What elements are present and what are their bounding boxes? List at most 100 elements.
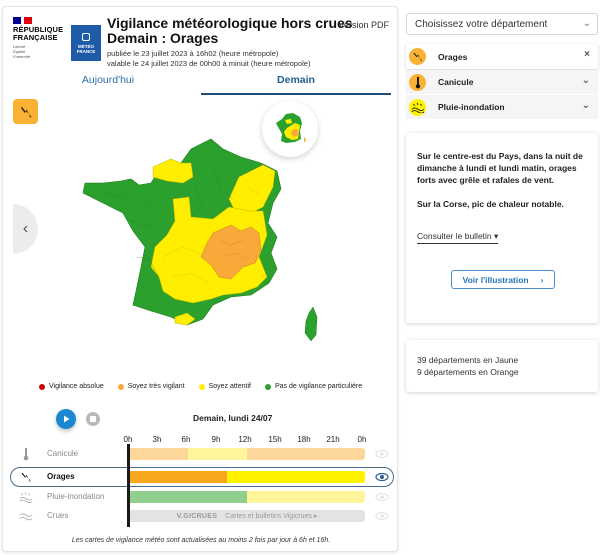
chevron-right-icon: ›: [540, 274, 544, 285]
close-icon[interactable]: ×: [584, 49, 590, 60]
title-block: Vigilance météorologique hors crues Dema…: [107, 16, 353, 69]
marianne-flag-icon: [13, 17, 65, 24]
france-mini-map-icon: [276, 113, 306, 143]
green-dot-icon: [264, 383, 271, 390]
eye-hidden-icon[interactable]: [375, 510, 389, 522]
france-vigilance-map[interactable]: [63, 127, 333, 357]
timeline-segment: [129, 448, 188, 460]
vigicrues-link-text: Cartes et bulletins Vigicrues ▸: [225, 513, 318, 520]
hour-label: 21h: [326, 435, 340, 444]
hour-label: 12h: [238, 435, 252, 444]
timeline-segment: [129, 491, 247, 503]
chevron-left-icon: ‹: [22, 220, 29, 237]
pluie-inondation-timeline-bar: [129, 491, 365, 503]
stop-icon: [90, 416, 96, 422]
eye-icon[interactable]: [375, 471, 389, 483]
orages-timeline-bar: [129, 471, 365, 483]
red-dot-icon: [39, 383, 45, 390]
bulletin-paragraph: Sur le centre-est du Pays, dans la nuit …: [417, 151, 583, 185]
republic-name-line1: RÉPUBLIQUE: [13, 25, 64, 34]
phenomenon-label: Pluie-inondation: [438, 102, 505, 112]
hour-label: 9h: [211, 435, 221, 444]
mini-map-overview[interactable]: [262, 101, 318, 157]
play-icon: [64, 415, 70, 423]
lightning-icon: [20, 106, 31, 117]
timeline-segment: [247, 448, 365, 460]
chevron-down-icon: ⌄: [582, 18, 591, 29]
timeline-row-canicule[interactable]: Canicule: [3, 445, 399, 463]
legend-item-red: Vigilance absolue: [39, 383, 104, 390]
lightning-icon: [19, 470, 33, 484]
phenomenon-item-pluie-inondation[interactable]: Pluie-inondation ⌄: [406, 95, 598, 119]
hour-label: 6h: [181, 435, 191, 444]
vigicrues-link[interactable]: V.GICRUES Cartes et bulletins Vigicrues …: [129, 510, 365, 522]
phenomenon-label: Orages: [438, 51, 468, 62]
motto-liberte: Liberté: [13, 44, 26, 49]
hour-label: 0h: [123, 435, 133, 444]
phenomenon-item-canicule[interactable]: Canicule ⌄: [406, 70, 598, 94]
published-date: publiée le 23 juillet 2023 à 16h02 (heur…: [107, 49, 279, 58]
rain-flood-icon: [19, 490, 33, 504]
view-illustration-button[interactable]: Voir l'illustration ›: [451, 270, 555, 289]
hour-label: 3h: [152, 435, 162, 444]
update-footnote: Les cartes de vigilance météo sont actua…: [71, 537, 331, 544]
hour-label: 15h: [268, 435, 282, 444]
previous-map-button[interactable]: ‹: [13, 204, 38, 254]
lightning-icon: [409, 48, 426, 65]
republic-name-line2: FRANÇAISE: [13, 33, 58, 42]
chevron-down-icon[interactable]: ⌄: [581, 75, 590, 86]
thermometer-icon: [409, 73, 426, 91]
tab-today[interactable]: Aujourd'hui: [81, 74, 135, 86]
republic-motto: Liberté Égalité Fraternité: [13, 44, 65, 59]
timeline-row-pluie-inondation[interactable]: Pluie-inondation: [3, 488, 399, 506]
pdf-version-link[interactable]: Version PDF: [338, 20, 389, 30]
timeline-row-label: Orages: [47, 472, 75, 481]
eye-hidden-icon[interactable]: [375, 491, 389, 503]
timeline-segment: [247, 491, 365, 503]
motto-egalite: Égalité: [13, 49, 26, 54]
rain-flood-icon: [409, 98, 426, 116]
page-title: Vigilance météorologique hors crues: [107, 15, 353, 31]
header: RÉPUBLIQUE FRANÇAISE Liberté Égalité Fra…: [3, 7, 397, 68]
phenomena-list: Orages × Canicule ⌄ Pluie-inondation ⌄: [406, 44, 598, 120]
vigicrues-brand: V.GICRUES: [176, 512, 218, 520]
play-button[interactable]: [56, 409, 76, 429]
phenomenon-label: Canicule: [438, 77, 474, 87]
consult-bulletin-link[interactable]: Consulter le bulletin ▾: [417, 231, 499, 244]
thermometer-icon: [19, 447, 33, 461]
france-map-icon: [82, 138, 318, 342]
yellow-count: 39 départements en Jaune: [417, 355, 519, 365]
provider-line2: FRANCE: [76, 48, 96, 54]
timeline-row-label: Crues: [47, 511, 69, 520]
hour-label: 0h: [357, 435, 367, 444]
orange-dot-icon: [117, 383, 124, 390]
bulletin-paragraph: Sur la Corse, pic de chaleur notable.: [417, 199, 564, 209]
meteo-france-logo[interactable]: MÉTÉO FRANCE: [71, 25, 101, 61]
timeline-row-label: Pluie-inondation: [47, 492, 105, 501]
legend-label: Vigilance absolue: [49, 383, 104, 390]
timeline-title: Demain, lundi 24/07: [193, 413, 273, 423]
tab-tomorrow[interactable]: Demain: [201, 71, 391, 95]
legend-item-orange: Soyez très vigilant: [117, 383, 185, 390]
timeline-row-orages[interactable]: Orages: [3, 468, 399, 486]
yellow-dot-icon: [198, 383, 205, 390]
day-tabs: Aujourd'hui Demain: [3, 71, 397, 95]
chevron-down-icon[interactable]: ⌄: [581, 100, 590, 111]
page-subtitle: Demain : Orages: [107, 30, 219, 46]
legend-label: Pas de vigilance particulière: [274, 383, 363, 390]
department-select[interactable]: Choisissez votre département ⌄: [406, 13, 598, 35]
validity-period: valable le 24 juillet 2023 de 00h00 à mi…: [107, 59, 311, 68]
timeline-cursor[interactable]: [127, 444, 130, 527]
timeline-row-crues[interactable]: Crues V.GICRUES Cartes et bulletins Vigi…: [3, 507, 399, 525]
legend-item-yellow: Soyez attentif: [198, 383, 251, 390]
timeline-segment: [129, 471, 227, 483]
canicule-timeline-bar: [129, 448, 365, 460]
stop-button[interactable]: [86, 412, 100, 426]
eye-hidden-icon[interactable]: [375, 448, 389, 460]
legend-label: Soyez très vigilant: [127, 383, 185, 390]
department-counts-card: 39 départements en Jaune 9 départements …: [406, 340, 598, 392]
department-select-placeholder: Choisissez votre département: [415, 19, 548, 30]
phenomenon-item-orages[interactable]: Orages ×: [406, 44, 598, 69]
legend-label: Soyez attentif: [208, 383, 251, 390]
view-illustration-label: Voir l'illustration: [462, 274, 529, 285]
